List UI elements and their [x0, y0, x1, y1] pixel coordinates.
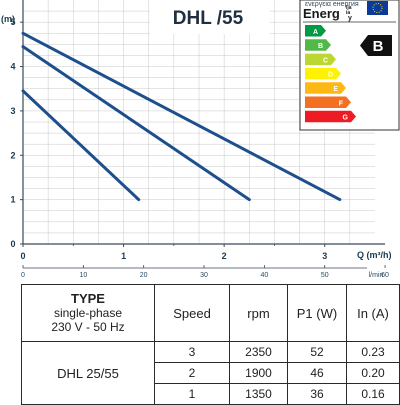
energy-grade-bar	[305, 96, 351, 108]
x2-tick-label: 60	[381, 272, 389, 279]
in-cell: 0.20	[346, 362, 400, 384]
energy-grade-label: A	[313, 29, 318, 36]
y-tick-label: 0	[10, 239, 15, 249]
header-rpm: rpm	[229, 284, 288, 342]
header-p1: P1 (W)	[287, 284, 347, 342]
type-title: TYPE	[71, 291, 105, 306]
chart-title: DHL /55	[173, 8, 244, 29]
energy-word-line-1: ija	[346, 5, 352, 11]
header-speed: Speed	[154, 284, 230, 342]
energy-word-line-3: y	[348, 15, 352, 22]
energy-rating: B	[373, 38, 384, 55]
p1-cell: 36	[287, 383, 347, 405]
x2-tick-label: 20	[140, 272, 148, 279]
energy-grade-bar	[305, 25, 326, 37]
x-tick-label: 0	[20, 251, 25, 261]
x2-axis-label: l/min	[369, 272, 384, 279]
title-bg	[150, 0, 270, 34]
energy-grade-label: G	[343, 115, 349, 122]
x2-tick-label: 30	[200, 272, 208, 279]
type-phase: single-phase	[53, 306, 123, 320]
energy-grade-bar	[305, 39, 331, 51]
y-tick-label: 5	[10, 17, 15, 27]
table-header-row: TYPE single-phase 230 V - 50 Hz Speed rp…	[21, 284, 400, 342]
x-axis-label: Q (m³/h)	[357, 250, 392, 260]
energy-grade-label: E	[333, 86, 338, 93]
series-line	[21, 45, 251, 202]
energy-word: Energ	[303, 6, 340, 21]
x-tick-label: 1	[121, 251, 126, 261]
energy-word-line-2: ia	[346, 10, 350, 16]
energy-grade-label: D	[328, 72, 333, 79]
energy-header-small: ενεργεια енергия	[305, 1, 359, 8]
y-tick-label: 2	[10, 150, 15, 160]
speed-cell: 1	[154, 383, 230, 405]
energy-grade-bar	[305, 53, 336, 66]
energy-rating-arrow: B	[360, 35, 392, 56]
rpm-cell: 1900	[229, 362, 288, 384]
model-name: DHL 25/55	[21, 341, 155, 405]
energy-grade-label: F	[339, 100, 344, 107]
energy-label: ενεργεια енергия Energ ija ia y ABCDEFG …	[299, 0, 400, 131]
y-tick-label: 4	[10, 62, 15, 72]
energy-grade-bar	[305, 110, 356, 123]
header-in: In (A)	[346, 284, 400, 342]
series-lines	[21, 31, 342, 202]
in-cell: 0.16	[346, 383, 400, 405]
y-axis-label: (m)	[1, 14, 15, 24]
p1-cell: 52	[287, 341, 347, 363]
x-tick-label: 2	[222, 251, 227, 261]
spec-table: TYPE single-phase 230 V - 50 Hz Speed rp…	[21, 284, 400, 405]
y-tick-label: 3	[10, 106, 15, 116]
energy-grade-bar	[305, 82, 346, 94]
x-tick-label: 3	[322, 251, 327, 261]
axes	[20, 0, 386, 269]
in-cell: 0.23	[346, 341, 400, 363]
speed-cell: 2	[154, 362, 230, 384]
table-row: DHL 25/55 3 2350 52 0.23	[21, 341, 400, 405]
energy-grade-bar	[305, 67, 341, 80]
energy-grade-label: C	[323, 57, 328, 64]
series-line	[21, 89, 141, 202]
p1-cell: 46	[287, 362, 347, 384]
table-row: 2 1900 46 0.20	[22, 362, 400, 384]
rpm-cell: 2350	[229, 341, 288, 363]
energy-grade-bars: ABC DEF G	[305, 25, 356, 123]
x2-tick-label: 10	[79, 272, 87, 279]
type-header: TYPE single-phase 230 V - 50 Hz	[21, 284, 155, 342]
y-tick-label: 1	[10, 195, 15, 205]
x2-tick-label: 0	[21, 272, 25, 279]
energy-grade-label: B	[318, 43, 323, 50]
eu-flag-icon	[367, 1, 388, 15]
series-line	[21, 31, 342, 202]
x2-tick-label: 50	[321, 272, 329, 279]
x2-tick-label: 40	[260, 272, 268, 279]
type-voltage: 230 V - 50 Hz	[51, 320, 125, 334]
rpm-cell: 1350	[229, 383, 288, 405]
speed-cell: 3	[154, 341, 230, 363]
